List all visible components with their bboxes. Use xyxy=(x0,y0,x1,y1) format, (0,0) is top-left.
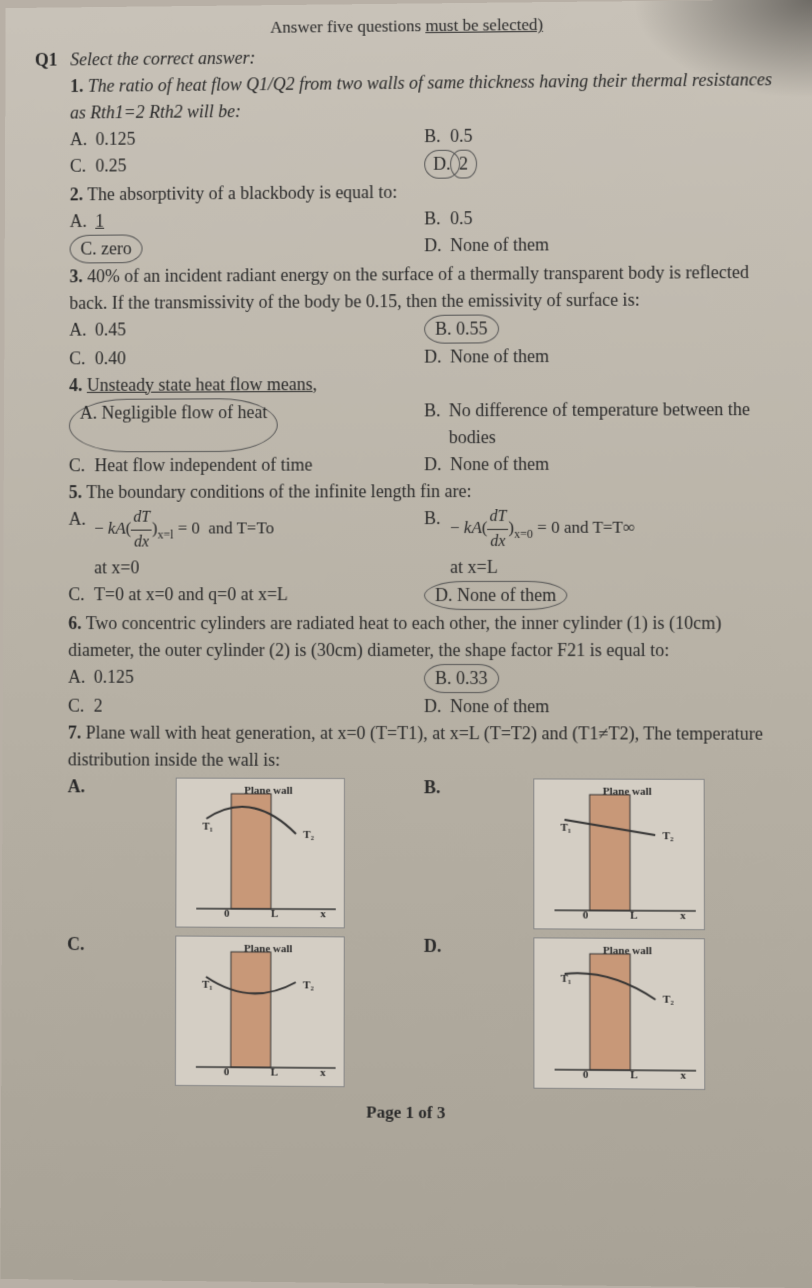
num: 5. xyxy=(69,482,82,502)
opt-D: D.None of them xyxy=(424,693,785,721)
options: A.1 B.0.5 C. zero D.None of them xyxy=(70,202,784,263)
qtext: 40% of an incident radiant energy on the… xyxy=(69,262,749,313)
question-2: 2. The absorptivity of a blackbody is eq… xyxy=(34,175,783,263)
opt-D: D.None of them xyxy=(424,341,783,370)
opt-D: D.None of them xyxy=(424,450,784,478)
diagram-row-2: C. Plane wall T₁ T₂ 0 L x xyxy=(67,930,786,1094)
opt-A: A. Negligible flow of heat xyxy=(69,397,424,452)
diagram-A: Plane wall T₁ T₂ 0 L x xyxy=(175,777,345,928)
opt-C: C.0.40 xyxy=(69,343,424,372)
question-5: 5. The boundary conditions of the infini… xyxy=(33,477,784,610)
opt-C: C.T=0 at x=0 and q=0 at x=L xyxy=(68,581,424,610)
opt-B: B.0.5 xyxy=(424,120,783,150)
qtext: Plane wall with heat generation, at x=0 … xyxy=(68,722,763,769)
diagram-row-1: A. Plane wall T₁ T₂ 0 L x xyxy=(67,773,785,934)
opt-C: C. Plane wall T₁ T₂ 0 L x xyxy=(67,930,424,1091)
qtext: The boundary conditions of the infinite … xyxy=(86,481,471,502)
question-4: 4. Unsteady state heat flow means, A. Ne… xyxy=(33,368,784,478)
opt-C: C.0.25 xyxy=(70,150,424,182)
header: Answer five questions must be selected) xyxy=(35,9,783,42)
diagram-B: Plane wall T₁ T₂ 0 L x xyxy=(533,778,705,930)
header-prefix: Answer five questions xyxy=(270,16,425,36)
num: 4. xyxy=(69,375,82,395)
opt-D: D. None of them xyxy=(424,580,784,609)
opt-D: D.2 xyxy=(424,146,783,178)
num: 3. xyxy=(69,266,82,286)
opt-A: A. − kA(dTdx)x=l = 0 and T=To at x=0 xyxy=(68,505,424,581)
opt-B: B. Plane wall T₁ T₂ 0 L x xyxy=(424,774,785,934)
num: 2. xyxy=(70,184,83,204)
num: 6. xyxy=(68,613,81,633)
opt-B: B. 0.55 xyxy=(424,312,783,343)
qtext: Two concentric cylinders are radiated he… xyxy=(68,612,721,659)
qtext: Unsteady state heat flow means, xyxy=(87,374,317,395)
num: 7. xyxy=(68,722,81,742)
opt-A: A.0.45 xyxy=(69,314,424,345)
opt-D: D.None of them xyxy=(424,229,783,260)
question-7: 7. Plane wall with heat generation, at x… xyxy=(31,719,786,1094)
opt-B: B.0.5 xyxy=(424,202,783,232)
exam-page: Answer five questions must be selected) … xyxy=(0,0,812,1288)
question-6: 6. Two concentric cylinders are radiated… xyxy=(32,609,784,720)
opt-A: A. Plane wall T₁ T₂ 0 L x xyxy=(67,773,424,932)
opt-B: B. 0.33 xyxy=(424,664,784,693)
options: A.0.125 B.0.5 C.0.25 D.2 xyxy=(70,120,783,182)
opt-C: C. zero xyxy=(70,232,425,263)
diagram-D: Plane wall T₁ T₂ 0 L x xyxy=(533,937,705,1090)
page-footer: Page 1 of 3 xyxy=(31,1096,786,1128)
opt-A: A.1 xyxy=(70,205,425,234)
opt-A: A.0.125 xyxy=(70,123,424,153)
opt-B: B. − kA(dTdx)x=0 = 0 and T=T∞ at x=L xyxy=(424,504,784,581)
options: A.0.45 B. 0.55 C.0.40 D.None of them xyxy=(69,312,783,371)
diagram-C: Plane wall T₁ T₂ 0 L x xyxy=(175,935,345,1087)
question-1: 1. The ratio of heat flow Q1/Q2 from two… xyxy=(34,66,783,182)
question-3: 3. 40% of an incident radiant energy on … xyxy=(34,258,784,372)
header-suffix: must be selected) xyxy=(425,15,543,35)
options: A.0.125 B. 0.33 C.2 D.None of them xyxy=(68,663,785,720)
opt-C: C.2 xyxy=(68,692,424,719)
opt-B: B.No difference of temperature between t… xyxy=(424,395,784,450)
options: A. − kA(dTdx)x=l = 0 and T=To at x=0 B. … xyxy=(68,504,784,610)
options: A. Negligible flow of heat B.No differen… xyxy=(69,395,784,478)
opt-D: D. Plane wall T₁ T₂ 0 L x xyxy=(424,932,786,1094)
qtext: The ratio of heat flow Q1/Q2 from two wa… xyxy=(70,69,772,122)
opt-C: C.Heat flow independent of time xyxy=(69,451,424,479)
q1-label: Q1 xyxy=(35,46,70,73)
opt-A: A.0.125 xyxy=(68,663,424,692)
num: 1. xyxy=(70,76,83,96)
qtext: The absorptivity of a blackbody is equal… xyxy=(87,181,397,203)
